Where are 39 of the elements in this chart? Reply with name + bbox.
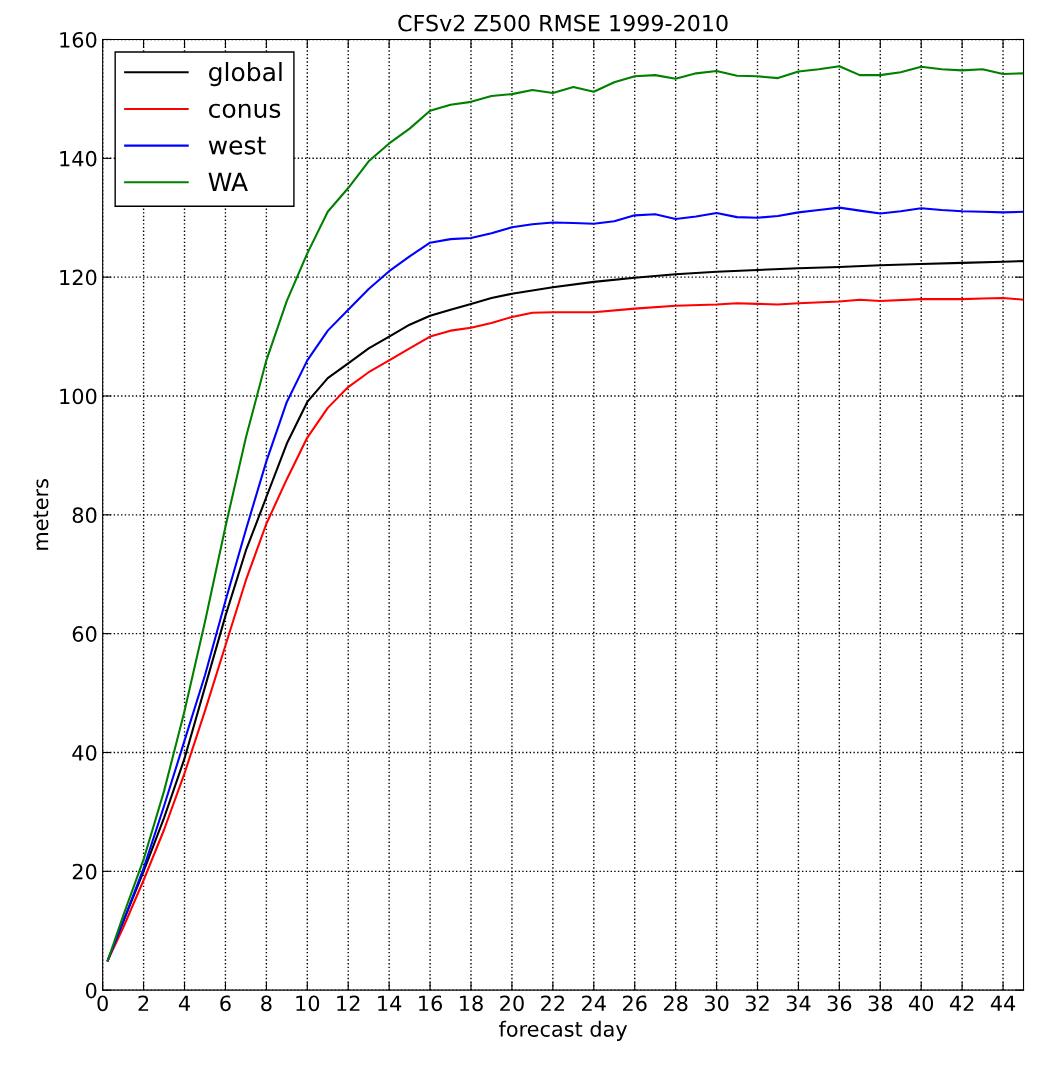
- x-tick-label: 32: [745, 995, 769, 1012]
- legend-label: global: [209, 61, 282, 87]
- chart-title: CFSv2 Z500 RMSE 1999-2010: [398, 14, 728, 32]
- y-tick-label: 60: [72, 626, 97, 642]
- x-tick-label: 6: [220, 995, 231, 1012]
- x-tick-label: 36: [827, 995, 852, 1012]
- y-tick-label: 120: [60, 269, 97, 286]
- x-tick-label: 34: [786, 995, 811, 1012]
- x-tick-label: 8: [261, 995, 272, 1012]
- x-tick-label: 30: [704, 995, 729, 1012]
- x-tick-label: 14: [378, 995, 402, 1011]
- x-tick-label: 40: [908, 995, 934, 1012]
- x-tick-label: 28: [663, 995, 688, 1012]
- x-tick-label: 12: [337, 995, 360, 1011]
- x-tick-label: 24: [582, 995, 606, 1011]
- x-tick-label: 18: [460, 995, 483, 1012]
- x-tick-label: 2: [138, 995, 149, 1011]
- y-tick-label: 80: [72, 507, 97, 524]
- y-axis-title: meters: [33, 479, 49, 550]
- x-tick-label: 10: [296, 995, 320, 1012]
- x-tick-label: 0: [97, 995, 108, 1012]
- y-tick-label: 40: [72, 744, 97, 761]
- x-tick-label: 44: [990, 995, 1016, 1011]
- x-tick-label: 20: [500, 995, 524, 1012]
- x-tick-label: 4: [178, 995, 190, 1011]
- x-tick-label: 38: [868, 995, 893, 1012]
- y-tick-label: 160: [60, 31, 97, 48]
- legend-label: west: [208, 136, 266, 155]
- x-tick-label: 22: [541, 995, 565, 1011]
- y-tick-label: 100: [60, 388, 97, 405]
- y-tick-label: 0: [85, 982, 97, 999]
- legend-label: WA: [208, 172, 248, 192]
- x-axis-title: forecast day: [498, 1020, 628, 1041]
- y-tick-label: 20: [72, 863, 97, 880]
- x-tick-label: 42: [949, 995, 974, 1011]
- x-tick-label: 26: [622, 995, 647, 1012]
- legend-label: conus: [209, 103, 281, 119]
- y-tick-label: 140: [60, 150, 97, 167]
- x-tick-label: 16: [419, 995, 443, 1012]
